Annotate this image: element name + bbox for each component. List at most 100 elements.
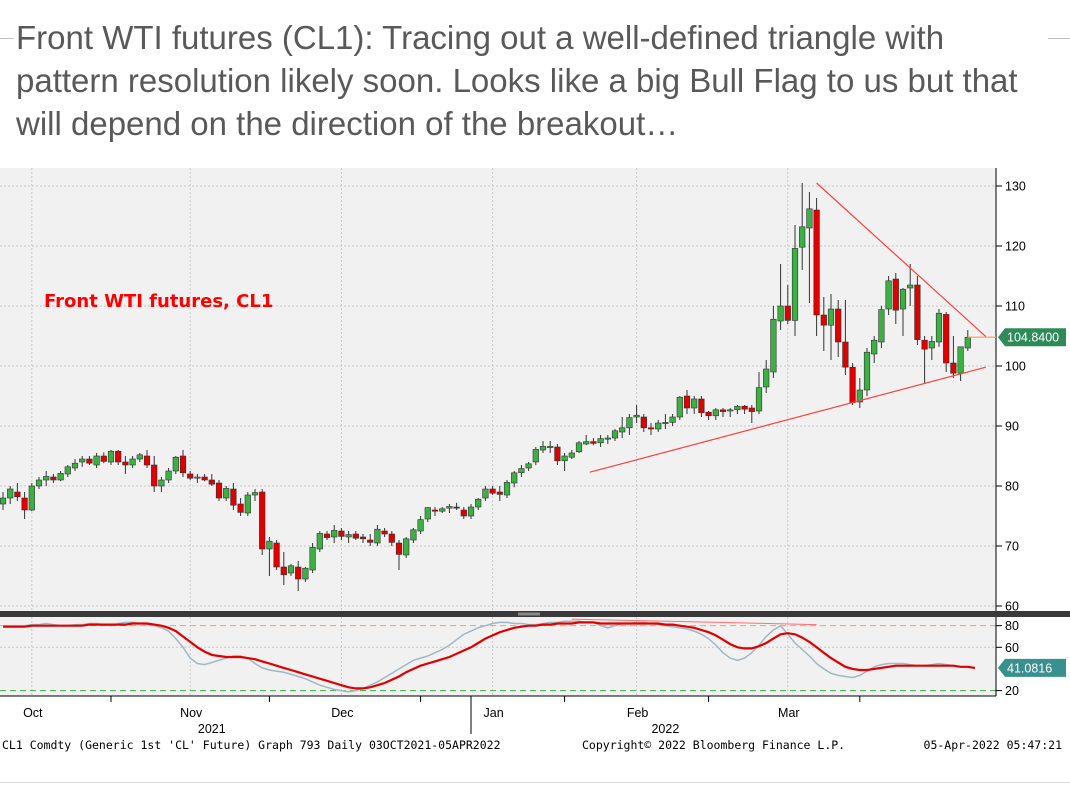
month-label: Jan: [484, 706, 504, 720]
candle: [43, 476, 50, 481]
candle: [907, 284, 914, 289]
candle: [525, 463, 532, 469]
candle: [107, 450, 115, 463]
candle: [352, 533, 359, 539]
candle: [122, 461, 129, 466]
price-gridlines: [0, 168, 996, 612]
last-price-tag: [998, 328, 1066, 347]
month-label: Oct: [23, 706, 43, 720]
candle: [842, 341, 849, 368]
candle: [381, 530, 388, 535]
candle: [323, 533, 331, 538]
month-label: Mar: [778, 706, 800, 720]
candle: [467, 506, 475, 517]
candle: [460, 509, 467, 517]
price-tick-label: 70: [1005, 540, 1019, 554]
slide-title: Front WTI futures (CL1): Tracing out a w…: [16, 19, 1018, 142]
oscillator-lines: [3, 620, 976, 693]
candle: [251, 492, 259, 496]
candle: [136, 454, 143, 460]
candle: [230, 488, 237, 506]
candle: [7, 488, 14, 499]
candle: [223, 488, 230, 499]
candle: [633, 414, 640, 418]
candle: [244, 494, 251, 514]
candle: [950, 362, 957, 374]
candle: [583, 441, 590, 445]
candle: [914, 284, 921, 340]
candle: [187, 473, 194, 479]
candle: [489, 488, 496, 494]
osc-tick-label: 60: [1005, 641, 1019, 655]
candle: [928, 341, 935, 349]
candle: [172, 456, 179, 472]
title-rule-left: [0, 38, 14, 39]
candle: [849, 366, 856, 403]
candle: [964, 336, 971, 349]
oscillator-gridlines: [0, 617, 996, 696]
candle: [475, 498, 482, 508]
chart-annotation: Front WTI futures, CL1: [44, 291, 273, 312]
oscillator-last-value-marker: 41.0816: [998, 658, 1066, 677]
price-tick-label: 60: [1005, 600, 1019, 614]
candle: [748, 407, 755, 412]
osc-tick-label: 80: [1005, 619, 1019, 633]
candle: [957, 346, 964, 374]
candle: [439, 508, 446, 512]
candle: [287, 565, 295, 574]
candle: [935, 312, 943, 343]
oscillator-slow-line: [3, 621, 976, 690]
footer-copyright: Copyright© 2022 Bloomberg Finance L.P.: [582, 738, 845, 752]
candle: [208, 479, 215, 485]
oscillator-fast-line: [3, 620, 976, 693]
candle: [899, 288, 907, 310]
candle: [316, 533, 323, 550]
candle: [21, 497, 28, 511]
candle: [532, 449, 539, 463]
candle: [417, 519, 424, 532]
candle: [561, 455, 568, 462]
candle: [57, 473, 64, 481]
candle: [86, 458, 93, 464]
candle: [647, 427, 655, 430]
candle: [50, 476, 57, 481]
candle: [410, 529, 417, 541]
candle: [676, 396, 683, 418]
candle: [93, 455, 100, 466]
candle: [835, 308, 842, 343]
candle: [446, 506, 453, 509]
candle: [871, 339, 878, 355]
candle: [705, 411, 712, 417]
candle: [856, 389, 863, 403]
title-rule-right: [1048, 38, 1070, 39]
candle: [273, 542, 280, 568]
time-axis: Oct Nov Dec Jan Feb Mar 2021 2022: [23, 696, 861, 736]
candle: [885, 280, 892, 310]
oscillator-divergence-line: [571, 618, 817, 626]
candle: [367, 539, 374, 543]
candle: [395, 542, 403, 555]
candle: [35, 479, 43, 487]
candle: [359, 536, 367, 540]
candle: [921, 339, 928, 350]
candle: [309, 546, 316, 571]
candlestick-chart: Front WTI futures, CL1 60 70 80 90 100 110 120…: [0, 168, 1070, 766]
candle: [892, 278, 899, 311]
price-tick-label: 80: [1005, 480, 1019, 494]
candle: [799, 226, 806, 248]
candle: [151, 464, 158, 487]
panel-divider-handle[interactable]: [518, 612, 540, 616]
candle: [201, 476, 208, 481]
candle: [590, 441, 597, 444]
candle: [374, 528, 381, 544]
candle: [129, 458, 136, 466]
candle: [741, 405, 748, 410]
candle: [424, 507, 431, 520]
price-tick-label: 120: [1005, 240, 1026, 254]
candle: [388, 533, 395, 543]
candle: [813, 209, 820, 316]
osc-last-label: 41.0816: [1007, 661, 1052, 675]
month-label: Nov: [180, 706, 203, 720]
candle: [611, 430, 619, 439]
candle: [518, 468, 525, 474]
